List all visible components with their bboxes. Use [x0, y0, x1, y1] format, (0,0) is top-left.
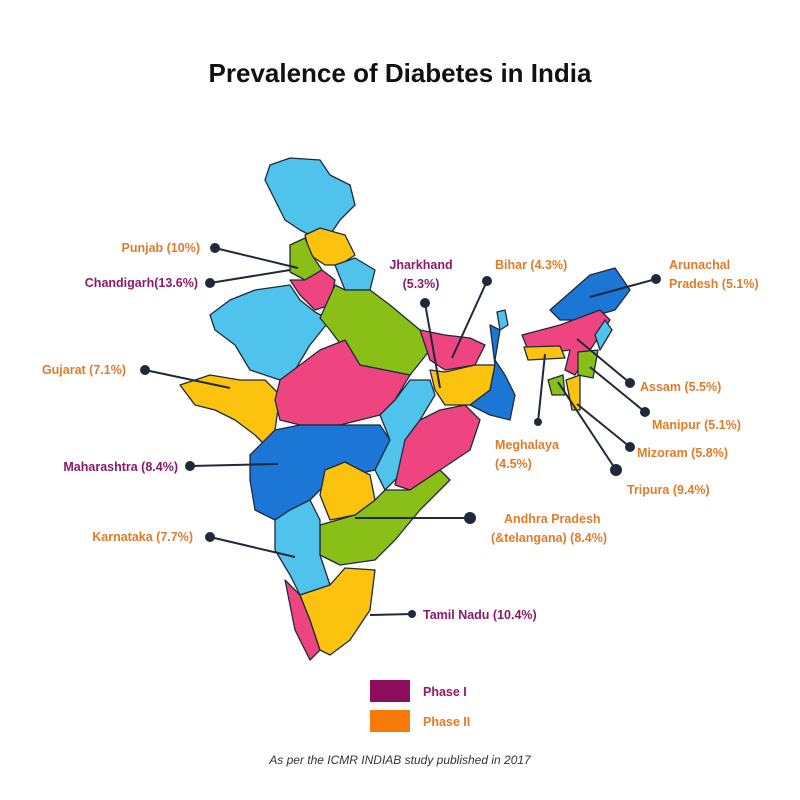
state-tamil-nadu — [299, 567, 376, 656]
label-meghalaya: Meghalaya — [495, 438, 560, 452]
dot-tamil-nadu — [408, 610, 416, 618]
state-west-bengal — [469, 324, 516, 421]
dot-manipur — [640, 407, 650, 417]
label-tripura: Tripura (9.4%) — [627, 483, 710, 497]
label-arunachal-value: Pradesh (5.1%) — [669, 277, 759, 291]
leader-line-chandigarh — [209, 269, 291, 284]
state-tripura — [547, 374, 566, 396]
label-bihar: Bihar (4.3%) — [495, 258, 567, 272]
callouts: Punjab (10%) Chandigarh(13.6%) Gujarat (… — [42, 241, 759, 622]
legend-swatch-phase-2 — [370, 710, 410, 732]
dot-punjab — [210, 243, 220, 253]
dot-mizoram — [625, 442, 635, 452]
dot-chandigarh — [205, 278, 215, 288]
dot-arunachal — [651, 274, 661, 284]
leader-line-arunachal — [589, 278, 657, 298]
leader-line-karnataka — [209, 536, 296, 558]
label-assam: Assam (5.5%) — [640, 380, 721, 394]
label-mizoram: Mizoram (5.8%) — [637, 446, 728, 460]
state-arunachal-pradesh — [549, 267, 631, 321]
label-arunachal: Arunachal — [669, 258, 730, 272]
dot-karnataka — [205, 532, 215, 542]
page-title: Prevalence of Diabetes in India — [209, 58, 592, 88]
state-madhya-pradesh — [274, 339, 411, 426]
footnote: As per the ICMR INDIAB study published i… — [268, 753, 532, 767]
leader-line-meghalaya — [537, 353, 546, 423]
leader-line-jharkhand — [424, 302, 441, 389]
state-telangana — [319, 461, 376, 521]
dot-assam — [625, 378, 635, 388]
state-meghalaya — [523, 345, 566, 361]
state-bihar — [419, 329, 486, 371]
state-nagaland — [594, 319, 613, 351]
dot-gujarat — [140, 365, 150, 375]
india-map — [179, 157, 631, 661]
state-gujarat — [179, 374, 281, 446]
state-sikkim — [496, 309, 509, 331]
label-jharkhand-value: (5.3%) — [403, 277, 440, 291]
label-manipur: Manipur (5.1%) — [652, 418, 741, 432]
state-karnataka — [274, 499, 331, 596]
leader-line-gujarat — [144, 369, 231, 389]
label-jharkhand: Jharkhand — [389, 258, 452, 272]
dot-jharkhand — [420, 298, 430, 308]
legend: Phase I Phase II — [370, 680, 470, 732]
label-maharashtra: Maharashtra (8.4%) — [63, 460, 178, 474]
legend-swatch-phase-1 — [370, 680, 410, 702]
label-andhra: Andhra Pradesh — [504, 512, 601, 526]
leader-line-assam — [576, 338, 631, 384]
leader-line-mizoram — [576, 403, 631, 448]
dot-tripura — [610, 464, 622, 476]
label-andhra-value: (&telangana) (8.4%) — [491, 531, 607, 545]
label-gujarat: Gujarat (7.1%) — [42, 363, 126, 377]
label-punjab: Punjab (10%) — [122, 241, 201, 255]
label-meghalaya-value: (4.5%) — [495, 457, 532, 471]
leader-line-maharashtra — [189, 463, 279, 467]
dot-bihar — [482, 276, 492, 286]
legend-label-phase-2: Phase II — [423, 715, 470, 729]
leader-line-tamil-nadu — [369, 613, 413, 616]
leader-line-punjab — [214, 247, 299, 269]
state-odisha — [394, 404, 481, 491]
leader-line-tripura — [557, 381, 617, 471]
leader-line-bihar — [451, 280, 488, 359]
label-chandigarh: Chandigarh(13.6%) — [85, 276, 198, 290]
state-uttarakhand — [334, 257, 376, 291]
state-jammu-kashmir — [264, 157, 356, 236]
dot-meghalaya — [534, 418, 542, 426]
label-tamil-nadu: Tamil Nadu (10.4%) — [423, 608, 537, 622]
dot-maharashtra — [185, 461, 195, 471]
leader-line-manipur — [589, 366, 646, 413]
dot-andhra — [464, 512, 476, 524]
legend-label-phase-1: Phase I — [423, 685, 467, 699]
label-karnataka: Karnataka (7.7%) — [92, 530, 193, 544]
